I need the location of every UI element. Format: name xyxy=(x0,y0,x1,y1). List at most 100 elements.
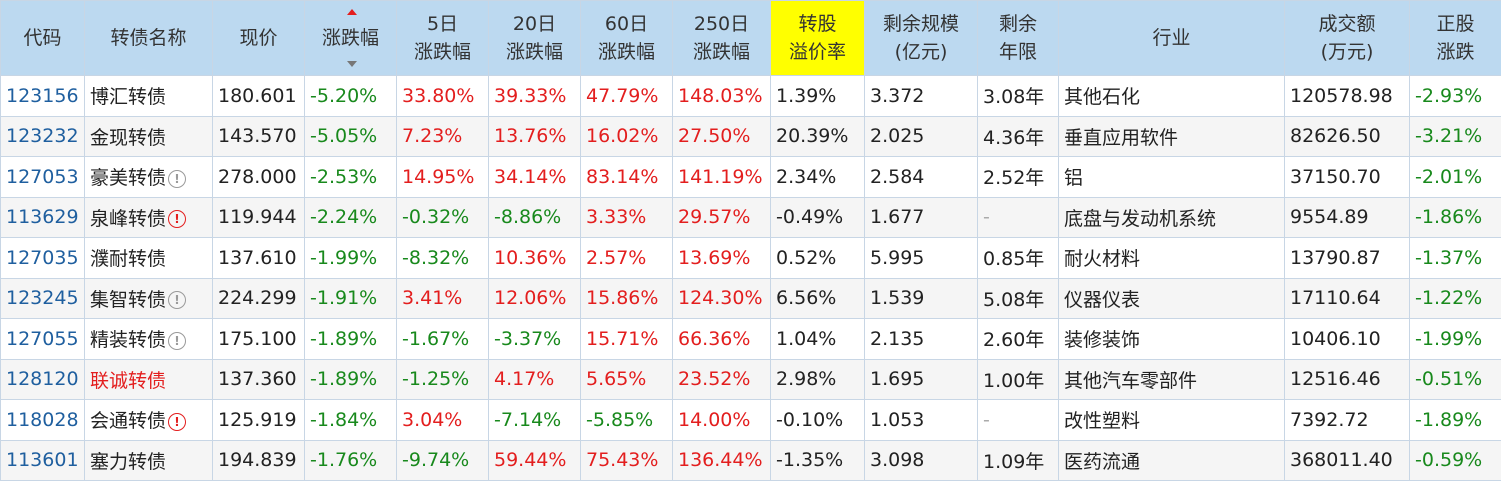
table-row[interactable]: 127035 濮耐转债 137.610 -1.99% -8.32% 10.36% 2.57%… xyxy=(0,237,1501,279)
column-header-name[interactable]: 转债名称 xyxy=(84,0,213,76)
info-icon[interactable]: ! xyxy=(168,291,187,310)
table-row[interactable]: 123156 博汇转债 180.601 -5.20% 33.80% 39.33% 47.79… xyxy=(0,75,1501,117)
cell-price: 125.919 xyxy=(212,399,305,441)
column-header-chg20[interactable]: 20日 涨跌幅 xyxy=(488,0,581,76)
bond-name-link[interactable]: 会通转债 xyxy=(90,410,167,433)
bond-name-link[interactable]: 塞力转债 xyxy=(90,450,167,473)
cell-chg: -1.76% xyxy=(304,439,397,481)
bond-name-link[interactable]: 金现转债 xyxy=(90,126,167,149)
column-header-scale[interactable]: 剩余规模 (亿元) xyxy=(864,0,978,76)
bond-code-link[interactable]: 123245 xyxy=(6,287,79,310)
bond-name-link[interactable]: 联诚转债 xyxy=(90,369,167,392)
cell-name: 联诚转债 xyxy=(84,358,213,400)
column-header-chg[interactable]: 涨跌幅 xyxy=(304,0,397,76)
chg5-value: 3.04% xyxy=(402,408,463,431)
table-row[interactable]: 128120 联诚转债 137.360 -1.89% -1.25% 4.17% 5.65% 2… xyxy=(0,358,1501,400)
cell-stock_chg: -0.51% xyxy=(1409,358,1501,400)
table-body: 123156 博汇转债 180.601 -5.20% 33.80% 39.33% 47.79… xyxy=(0,75,1501,481)
cell-scale: 1.539 xyxy=(864,277,978,319)
column-header-label: 年限 xyxy=(998,41,1037,63)
cell-chg60: 83.14% xyxy=(580,156,673,198)
column-header-code[interactable]: 代码 xyxy=(0,0,85,76)
scale-value: 3.372 xyxy=(870,84,925,107)
column-header-volume[interactable]: 成交额 (万元) xyxy=(1284,0,1410,76)
premium-value: 0.52% xyxy=(776,246,837,269)
bond-code-link[interactable]: 113629 xyxy=(6,206,79,229)
price-value: 137.610 xyxy=(218,246,297,269)
premium-value: -0.49% xyxy=(776,206,844,229)
bond-name-link[interactable]: 豪美转债 xyxy=(90,167,167,190)
stock_chg-value: -1.22% xyxy=(1415,287,1483,310)
cell-years: 2.52年 xyxy=(977,156,1059,198)
column-header-chg250[interactable]: 250日 涨跌幅 xyxy=(672,0,771,76)
scale-value: 2.135 xyxy=(870,327,925,350)
stock_chg-value: -0.59% xyxy=(1415,449,1483,472)
cell-industry: 底盘与发动机系统 xyxy=(1058,196,1285,238)
bond-name-link[interactable]: 濮耐转债 xyxy=(90,248,167,271)
chg20-value: -7.14% xyxy=(494,408,562,431)
chg-value: -1.91% xyxy=(310,287,378,310)
cell-scale: 3.372 xyxy=(864,75,978,117)
cell-chg20: 13.76% xyxy=(488,115,581,157)
info-icon[interactable]: ! xyxy=(168,169,187,188)
sort-desc-icon[interactable] xyxy=(346,61,357,67)
table-row[interactable]: 123245 集智转债! 224.299 -1.91% 3.41% 12.06% 15.86… xyxy=(0,277,1501,319)
cell-code: 118028 xyxy=(0,399,85,441)
bond-code-link[interactable]: 128120 xyxy=(6,368,79,391)
bond-code-link[interactable]: 123232 xyxy=(6,125,79,148)
column-header-years[interactable]: 剩余 年限 xyxy=(977,0,1059,76)
cell-stock_chg: -2.93% xyxy=(1409,75,1501,117)
cell-chg5: 3.41% xyxy=(396,277,489,319)
table-row[interactable]: 127055 精装转债! 175.100 -1.89% -1.67% -3.37% 15.7… xyxy=(0,318,1501,360)
bond-code-link[interactable]: 118028 xyxy=(6,408,79,431)
bond-code-link[interactable]: 113601 xyxy=(6,449,79,472)
table-row[interactable]: 123232 金现转债 143.570 -5.05% 7.23% 13.76% 16.02%… xyxy=(0,115,1501,157)
bond-code-link[interactable]: 127053 xyxy=(6,165,79,188)
cell-stock_chg: -1.99% xyxy=(1409,318,1501,360)
cell-scale: 1.695 xyxy=(864,358,978,400)
table-row[interactable]: 127053 豪美转债! 278.000 -2.53% 14.95% 34.14% 83.1… xyxy=(0,156,1501,198)
cell-price: 278.000 xyxy=(212,156,305,198)
chg20-value: 59.44% xyxy=(494,449,567,472)
chg250-value: 136.44% xyxy=(678,449,763,472)
bond-code-link[interactable]: 127055 xyxy=(6,327,79,350)
cell-name: 濮耐转债 xyxy=(84,237,213,279)
volume-value: 368011.40 xyxy=(1290,449,1393,472)
warning-icon[interactable]: ! xyxy=(168,412,187,431)
chg60-value: 15.71% xyxy=(586,327,659,350)
industry-value: 医药流通 xyxy=(1064,450,1141,473)
bond-name-link[interactable]: 精装转债 xyxy=(90,329,167,352)
cell-chg60: 5.65% xyxy=(580,358,673,400)
industry-value: 其他石化 xyxy=(1064,86,1141,109)
sort-asc-icon[interactable] xyxy=(346,9,357,15)
table-row[interactable]: 113601 塞力转债 194.839 -1.76% -9.74% 59.44% 75.43… xyxy=(0,439,1501,481)
info-icon[interactable]: ! xyxy=(168,331,187,350)
column-header-chg5[interactable]: 5日 涨跌幅 xyxy=(396,0,489,76)
scale-value: 1.539 xyxy=(870,287,925,310)
bond-name-link[interactable]: 博汇转债 xyxy=(90,86,167,109)
price-value: 194.839 xyxy=(218,449,297,472)
volume-value: 7392.72 xyxy=(1290,408,1369,431)
warning-icon[interactable]: ! xyxy=(168,210,187,229)
cell-volume: 12516.46 xyxy=(1284,358,1410,400)
column-header-stock_chg[interactable]: 正股 涨跌 xyxy=(1409,0,1501,76)
cell-chg20: -7.14% xyxy=(488,399,581,441)
column-header-industry[interactable]: 行业 xyxy=(1058,0,1285,76)
bond-name-link[interactable]: 泉峰转债 xyxy=(90,207,167,230)
column-header-price[interactable]: 现价 xyxy=(212,0,305,76)
years-value: - xyxy=(983,206,990,229)
cell-years: - xyxy=(977,196,1059,238)
bond-code-link[interactable]: 123156 xyxy=(6,84,79,107)
bond-name-link[interactable]: 集智转债 xyxy=(90,288,167,311)
column-header-label: 剩余规模 xyxy=(882,13,959,35)
cell-chg60: 15.71% xyxy=(580,318,673,360)
table-row[interactable]: 118028 会通转债! 125.919 -1.84% 3.04% -7.14% -5.85… xyxy=(0,399,1501,441)
price-value: 125.919 xyxy=(218,408,297,431)
column-header-premium[interactable]: 转股 溢价率 xyxy=(770,0,865,76)
table-header-row: 代码 转债名称 现价 涨跌幅 5日 涨跌幅 20日 涨跌幅 60日 涨跌幅 250日 涨跌幅 转股 溢价率… xyxy=(0,0,1501,76)
table-row[interactable]: 113629 泉峰转债! 119.944 -2.24% -0.32% -8.86% 3.33… xyxy=(0,196,1501,238)
bond-code-link[interactable]: 127035 xyxy=(6,246,79,269)
cell-stock_chg: -1.86% xyxy=(1409,196,1501,238)
chg20-value: -3.37% xyxy=(494,327,562,350)
column-header-chg60[interactable]: 60日 涨跌幅 xyxy=(580,0,673,76)
